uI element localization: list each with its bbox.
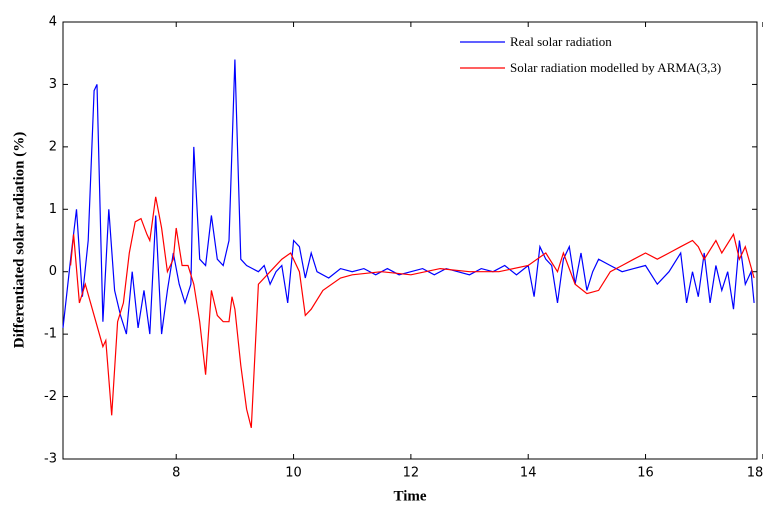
plot-frame bbox=[62, 21, 758, 460]
series-line bbox=[62, 59, 755, 335]
y-tick-label: 1 bbox=[49, 202, 57, 217]
x-tick-label: 18 bbox=[747, 466, 763, 481]
y-tick-label: -2 bbox=[44, 389, 57, 404]
y-tick-label: 3 bbox=[49, 77, 57, 92]
x-tick-label: 12 bbox=[403, 466, 420, 481]
y-tick-label: -3 bbox=[44, 452, 57, 467]
x-tick-label: 8 bbox=[172, 466, 180, 481]
y-axis-label: Differentiated solar radiation (%) bbox=[11, 132, 27, 349]
legend-label: Solar radiation modelled by ARMA(3,3) bbox=[510, 60, 722, 75]
legend-label: Real solar radiation bbox=[510, 34, 612, 49]
y-tick-label: 2 bbox=[49, 139, 57, 154]
y-tick-label: -1 bbox=[44, 327, 57, 342]
y-tick-label: 0 bbox=[49, 264, 57, 279]
x-tick-label: 16 bbox=[637, 466, 654, 481]
x-tick-label: 10 bbox=[285, 466, 302, 481]
series-line bbox=[70, 196, 755, 428]
y-tick-label: 4 bbox=[49, 15, 57, 30]
x-tick-label: 14 bbox=[520, 466, 537, 481]
x-axis-label: Time bbox=[393, 488, 426, 504]
